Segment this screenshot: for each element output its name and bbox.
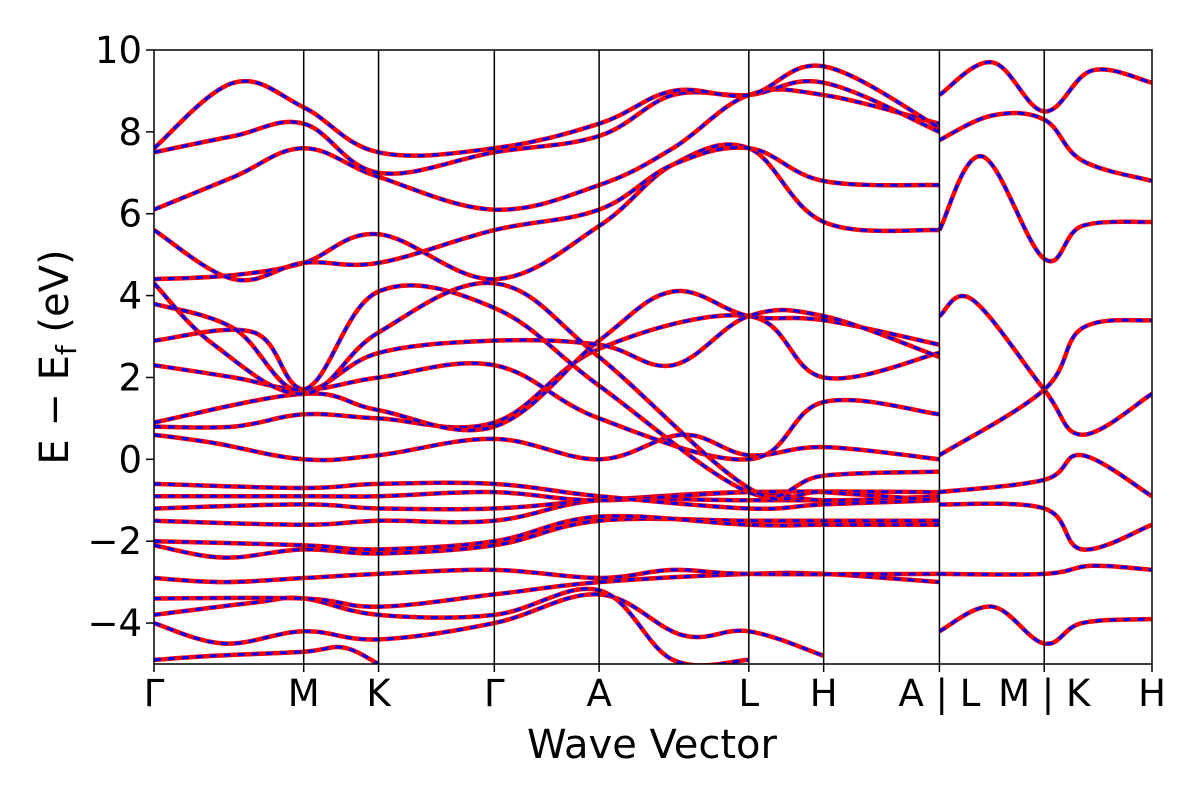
- band-line-a-18: [154, 142, 940, 282]
- band-line-b-16: [154, 283, 940, 499]
- plot-frame: [153, 49, 1153, 665]
- band-line-a-25: [937, 154, 1152, 264]
- y-tick-label-0: −4: [87, 602, 142, 645]
- band-line-b-4: [154, 568, 940, 584]
- x-tick-label-8: M | K: [998, 672, 1092, 715]
- y-tick-label-7: 10: [95, 29, 142, 72]
- y-tick-label-6: 8: [118, 111, 142, 154]
- band-line-b-21: [154, 79, 940, 176]
- band-line-b-19: [154, 146, 940, 282]
- band-line-b-27: [938, 60, 1152, 113]
- y-axis-title-unit: (eV): [32, 249, 78, 345]
- x-tick-label-9: H: [1138, 672, 1166, 715]
- band-line-b-28: [938, 605, 1152, 646]
- x-tick-label-4: A: [586, 672, 611, 715]
- band-line-b-8: [154, 490, 940, 511]
- y-tick-label-4: 4: [118, 275, 142, 318]
- band-line-b-14: [154, 361, 940, 461]
- band-line-a-30: [939, 501, 1152, 552]
- x-tick-label-2: K: [366, 672, 392, 715]
- band-line-b-2: [154, 587, 749, 664]
- y-tick-label-1: −2: [87, 520, 142, 563]
- y-tick-label-2: 0: [118, 438, 142, 481]
- x-ticks: Γ M K Γ A L H A | L M | K H: [144, 664, 1166, 715]
- band-line-a-26: [938, 110, 1152, 184]
- band-line-b-31: [939, 453, 1152, 498]
- band-line-b-22: [154, 64, 941, 158]
- band-line-a-23: [937, 293, 1152, 438]
- band-line-b-29: [939, 564, 1152, 577]
- band-line-b-24: [938, 318, 1152, 457]
- x-tick-label-6: H: [810, 672, 838, 715]
- band-line-a-11: [154, 432, 940, 463]
- y-axis-title-main: E − E: [32, 355, 78, 465]
- y-ticks: −4 −2 0 2 4 6 8 10: [87, 29, 154, 645]
- band-line-b-9: [154, 489, 940, 502]
- x-tick-label-5: L: [738, 672, 759, 715]
- band-line-b-0: [154, 645, 380, 664]
- band-line-a-22: [154, 63, 941, 158]
- y-tick-label-3: 2: [118, 356, 142, 399]
- band-line-b-10: [154, 481, 940, 511]
- y-axis-title-subscript: f: [50, 344, 83, 355]
- band-line-a-27: [938, 60, 1152, 114]
- band-line-b-30: [939, 502, 1152, 551]
- band-line-b-7: [154, 497, 940, 527]
- band-line-b-11: [154, 433, 940, 462]
- band-line-a-20: [154, 87, 940, 212]
- high-symmetry-lines: [302, 50, 1045, 664]
- band-line-b-13: [154, 289, 940, 432]
- band-line-a-5: [154, 516, 940, 560]
- band-line-a-17: [154, 280, 940, 503]
- band-line-a-28: [938, 604, 1152, 646]
- y-tick-label-5: 6: [118, 193, 142, 236]
- x-tick-label-1: M: [288, 672, 320, 715]
- band-line-b-23: [938, 294, 1152, 437]
- band-line-b-6: [154, 514, 940, 551]
- x-tick-label-3: Γ: [484, 672, 505, 715]
- band-line-a-12: [154, 313, 940, 430]
- x-tick-label-0: Γ: [144, 672, 165, 715]
- band-line-b-20: [154, 87, 940, 212]
- y-axis-title: E − Ef (eV): [32, 249, 83, 464]
- band-line-a-0: [154, 644, 380, 664]
- x-tick-label-7: A | L: [898, 672, 980, 715]
- x-axis-title: Wave Vector: [527, 722, 778, 768]
- band-line-b-1: [154, 592, 825, 658]
